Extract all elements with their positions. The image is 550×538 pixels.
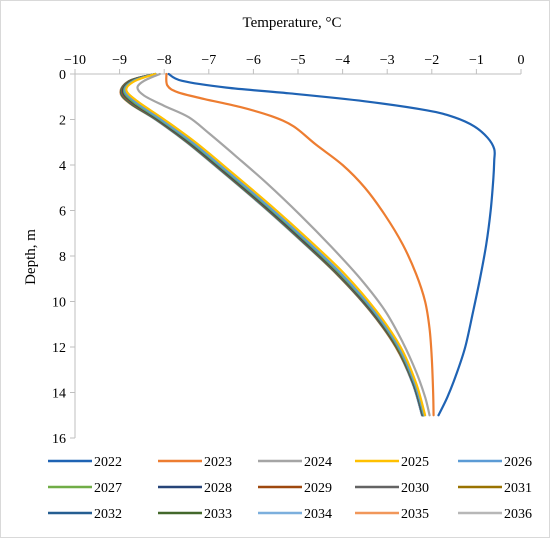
x-tick-label: −4 <box>335 53 350 68</box>
x-tick-label: −2 <box>424 53 439 68</box>
y-tick-label: 0 <box>59 68 66 83</box>
legend-label: 2032 <box>94 507 122 522</box>
legend-label: 2035 <box>401 507 429 522</box>
x-tick-label: −8 <box>157 53 172 68</box>
legend-label: 2027 <box>94 481 122 496</box>
legend-label: 2026 <box>504 455 532 470</box>
legend-label: 2034 <box>304 507 332 522</box>
series-layer <box>119 72 496 417</box>
legend-label: 2033 <box>204 507 232 522</box>
series-line-2022 <box>167 72 496 417</box>
series-line-2025 <box>125 72 427 417</box>
y-axis-title: Depth, m <box>23 229 39 285</box>
x-tick-label: −9 <box>112 53 127 68</box>
legend-label: 2030 <box>401 481 429 496</box>
legend-label: 2024 <box>304 455 332 470</box>
x-tick-label: −7 <box>201 53 216 68</box>
x-tick-label: −6 <box>246 53 261 68</box>
series-line-2023 <box>165 72 435 417</box>
y-tick-label: 4 <box>59 159 66 174</box>
legend-label: 2022 <box>94 455 122 470</box>
x-tick-label: −3 <box>380 53 395 68</box>
y-tick-label: 2 <box>59 114 66 129</box>
legend-label: 2028 <box>204 481 232 496</box>
legend-label: 2036 <box>504 507 532 522</box>
x-tick-label: −10 <box>64 53 86 68</box>
x-tick-label: −5 <box>291 53 306 68</box>
legend-label: 2031 <box>504 481 532 496</box>
x-tick-label: 0 <box>518 53 525 68</box>
y-tick-label: 10 <box>52 296 66 311</box>
y-tick-label: 14 <box>52 387 66 402</box>
y-tick-label: 12 <box>52 341 66 356</box>
series-line-2026 <box>123 72 426 417</box>
legend-label: 2025 <box>401 455 429 470</box>
y-tick-label: 16 <box>52 432 66 447</box>
legend-label: 2029 <box>304 481 332 496</box>
y-tick-label: 8 <box>59 250 66 265</box>
legend-label: 2023 <box>204 455 232 470</box>
legend: 2022 2023 2024 2025 2026 2027 2028 2029 2030 2031… <box>48 455 532 522</box>
y-tick-label: 6 <box>59 205 66 220</box>
x-axis-title: Temperature, °C <box>242 15 341 31</box>
series-line-2024 <box>136 72 431 417</box>
x-tick-label: −1 <box>469 53 484 68</box>
